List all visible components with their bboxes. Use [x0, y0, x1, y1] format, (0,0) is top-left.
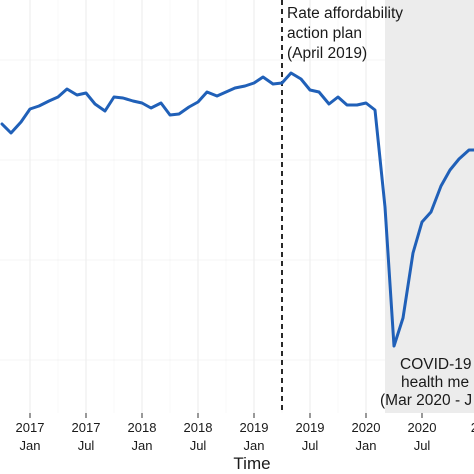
covid-shaded-region [385, 0, 474, 413]
series-line-group [0, 71, 474, 348]
x-tick-label-year: 2018 [184, 420, 213, 435]
x-tick-label-month: Jul [78, 438, 95, 453]
x-tick-label-year: 2017 [16, 420, 45, 435]
x-axis-title: Time [233, 454, 270, 473]
x-tick-label-month: Jan [20, 438, 41, 453]
vline-annotation-line: action plan [287, 25, 362, 42]
x-tick-label-month: Jul [414, 438, 431, 453]
x-tick-label-year: 2018 [128, 420, 157, 435]
x-tick-label-year: 20 [471, 420, 474, 435]
x-tick-label-month: Jul [302, 438, 319, 453]
x-tick-label-month: Jan [244, 438, 265, 453]
x-tick-label-month: Jan [132, 438, 153, 453]
shaded-annotation-line: health me [401, 374, 469, 391]
shaded-annotation-line: COVID-19 [400, 356, 472, 373]
shaded-annotation-line: (Mar 2020 - J [380, 392, 472, 409]
x-axis: 2017 Jan 2017 Jul 2018 Jan 2018 Jul 2019 Jan 2019 J… [16, 413, 474, 453]
x-tick-label-year: 2020 [408, 420, 437, 435]
x-tick-label-year: 2020 [352, 420, 381, 435]
x-tick-label-year: 2019 [240, 420, 269, 435]
vline-annotation-line: Rate affordability [287, 5, 403, 22]
x-tick-label-month: Jul [190, 438, 207, 453]
x-tick-label-year: 2017 [72, 420, 101, 435]
x-tick-label-month: Jan [356, 438, 377, 453]
series-line [0, 71, 474, 348]
shaded-region [385, 0, 474, 413]
x-tick-label-year: 2019 [296, 420, 325, 435]
vline-annotation-line: (April 2019) [287, 45, 367, 62]
annotations: Rate affordability action plan (April 2019… [287, 5, 472, 409]
